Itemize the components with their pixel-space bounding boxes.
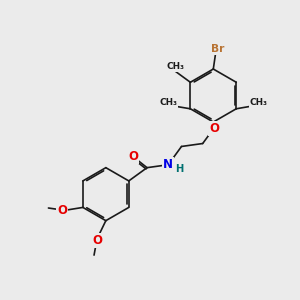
Text: CH₃: CH₃ [166,62,184,71]
Text: Br: Br [211,44,225,54]
Text: H: H [175,164,184,174]
Text: O: O [57,204,67,217]
Text: O: O [92,234,102,247]
Text: CH₃: CH₃ [159,98,177,107]
Text: CH₃: CH₃ [250,98,268,107]
Text: O: O [128,150,138,163]
Text: O: O [209,122,219,135]
Text: N: N [163,158,173,171]
